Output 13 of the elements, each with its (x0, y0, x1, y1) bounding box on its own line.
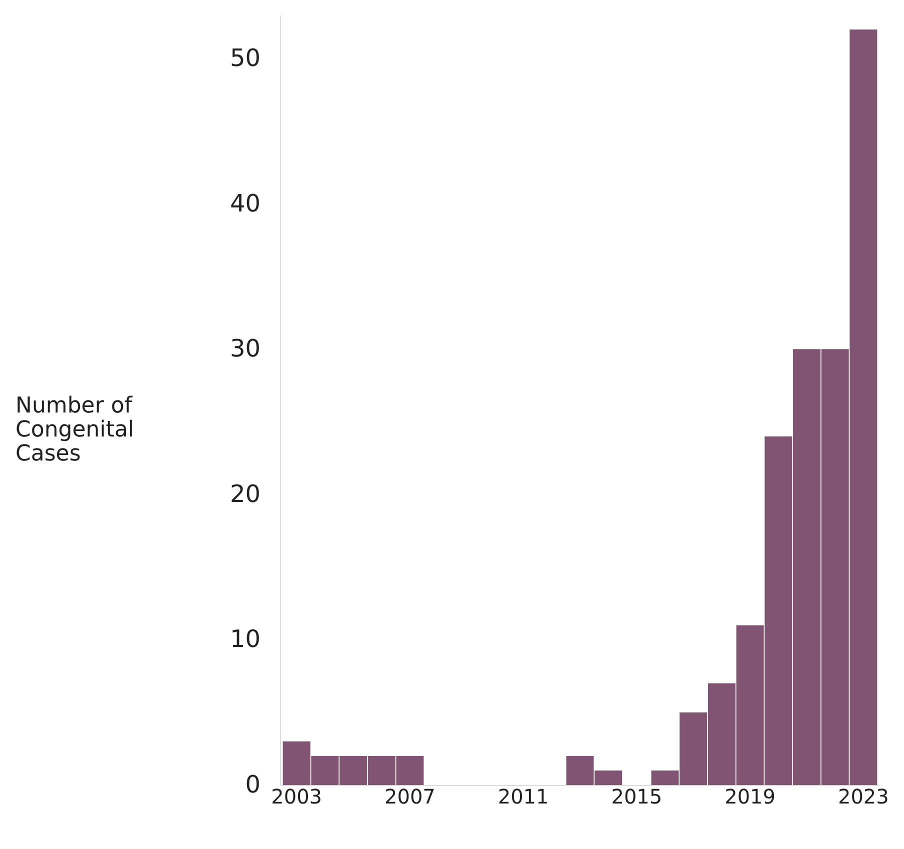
x-tick-label: 2023 (838, 784, 889, 808)
y-tick-label: 20 (230, 480, 260, 508)
x-tick-label: 2007 (384, 784, 436, 808)
y-tick-label: 40 (230, 189, 260, 218)
x-tick-label: 2011 (498, 784, 549, 808)
y-tick-label: 30 (230, 334, 260, 363)
y-axis-title: Number of Congenital Cases (16, 394, 134, 466)
y-tick-label: 10 (230, 625, 260, 654)
y-tick-label: 0 (245, 770, 260, 798)
y-tick-label: 50 (230, 44, 260, 72)
x-tick-label: 2019 (724, 784, 776, 808)
x-tick-label: 2015 (611, 784, 662, 808)
x-tick-label: 2003 (271, 784, 322, 808)
